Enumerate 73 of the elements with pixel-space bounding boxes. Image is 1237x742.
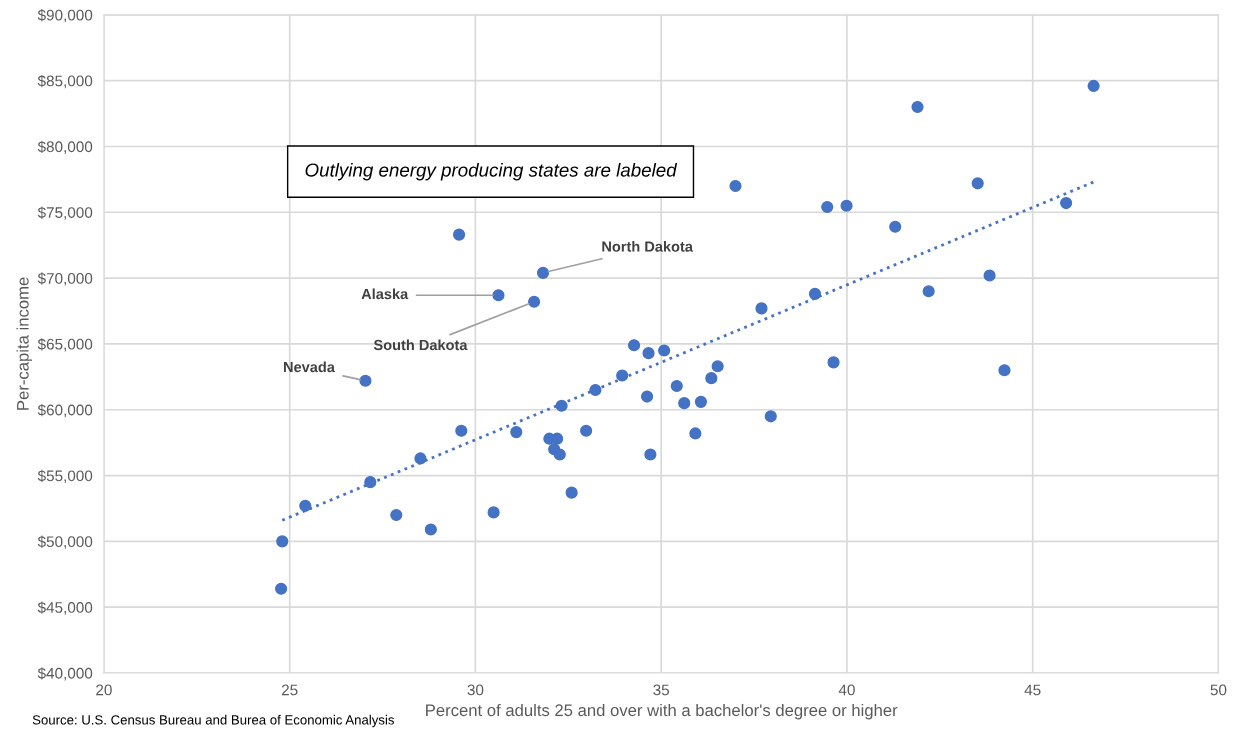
point xyxy=(764,410,777,423)
y-tick-label: $75,000 xyxy=(37,206,93,220)
point xyxy=(580,424,593,437)
y-tick-label: $70,000 xyxy=(37,272,93,286)
y-tick-label: $55,000 xyxy=(37,469,93,484)
point xyxy=(911,100,924,114)
y-tick-label: $50,000 xyxy=(37,535,93,549)
annotation: North Dakota xyxy=(602,241,694,252)
x-tick-label: 35 xyxy=(653,684,670,696)
x-axis-title: Percent of adults 25 and over with a bachelor's degree or higher xyxy=(426,703,898,720)
point xyxy=(694,395,708,408)
point xyxy=(390,508,403,522)
point xyxy=(487,506,500,519)
point xyxy=(424,523,437,536)
y-axis-title: Per-capita income xyxy=(16,277,33,410)
y-tick-label: $40,000 xyxy=(37,667,93,681)
annotation: Alaska xyxy=(361,288,409,300)
point xyxy=(359,374,372,387)
point xyxy=(755,302,768,315)
point xyxy=(729,179,742,193)
point xyxy=(510,426,523,439)
point xyxy=(553,448,566,461)
point xyxy=(555,399,568,412)
x-tick-label: 30 xyxy=(467,684,484,696)
point xyxy=(827,356,840,369)
point xyxy=(971,177,984,190)
point xyxy=(998,364,1011,377)
point xyxy=(711,360,724,373)
point xyxy=(658,344,671,357)
y-tick-label: $65,000 xyxy=(37,338,93,352)
point xyxy=(536,266,550,279)
annotation: Nevada xyxy=(283,361,335,373)
y-tick-label: $45,000 xyxy=(37,601,93,615)
x-tick-label: 25 xyxy=(281,684,298,696)
y-tick-label: $60,000 xyxy=(37,403,93,418)
point xyxy=(821,200,834,214)
point xyxy=(299,499,312,512)
x-tick-label: 45 xyxy=(1024,684,1041,696)
point xyxy=(642,347,655,360)
point xyxy=(644,448,657,461)
point xyxy=(492,289,505,302)
source-note: Source: U.S. Census Bureau and Burea of Economic Analysis xyxy=(32,714,394,728)
point xyxy=(528,295,541,308)
point xyxy=(455,424,468,437)
point xyxy=(627,339,641,352)
x-tick-label: 40 xyxy=(838,684,855,696)
point xyxy=(414,452,427,465)
point xyxy=(922,285,935,298)
y-tick-label: $85,000 xyxy=(37,74,93,89)
point xyxy=(670,379,683,393)
point xyxy=(616,369,629,382)
point xyxy=(452,228,466,241)
point xyxy=(1060,196,1073,210)
point xyxy=(983,269,996,282)
x-tick-label: 50 xyxy=(1210,684,1227,696)
point xyxy=(565,486,578,499)
point xyxy=(678,397,691,410)
point xyxy=(1087,79,1100,92)
y-tick-label: $80,000 xyxy=(37,140,93,154)
x-tick-label: 20 xyxy=(96,684,112,696)
point xyxy=(689,427,702,440)
point xyxy=(705,372,718,385)
point xyxy=(276,535,289,548)
point xyxy=(808,287,822,300)
point xyxy=(840,199,853,212)
point xyxy=(589,383,602,397)
point xyxy=(275,582,288,595)
point xyxy=(364,476,377,489)
point xyxy=(889,220,902,233)
annotation: South Dakota xyxy=(373,339,468,351)
y-tick-label: $90,000 xyxy=(37,9,93,23)
annotation: Outlying energy producing states are labeled xyxy=(305,162,678,181)
point xyxy=(640,390,654,403)
